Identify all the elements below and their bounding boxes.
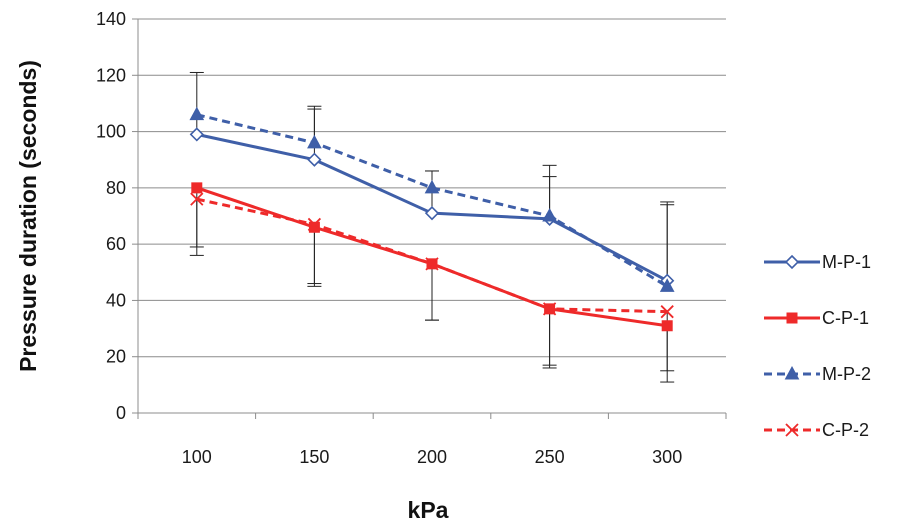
y-tick-label-140: 140 (96, 9, 126, 29)
point-C-P-2-150 (307, 217, 322, 232)
legend-label-C-P-1: C-P-1 (822, 308, 869, 328)
point-C-P-1-150 (308, 221, 320, 233)
y-tick-label-80: 80 (106, 178, 126, 198)
point-C-P-2-100 (190, 192, 204, 206)
point-M-P-1-150 (307, 152, 322, 167)
point-M-P-2-250 (542, 207, 557, 222)
y-tick-label-100: 100 (96, 122, 126, 142)
y-tick-label-20: 20 (106, 347, 126, 367)
point-C-P-2-300 (660, 305, 674, 319)
y-tick-label-0: 0 (116, 403, 126, 423)
x-tick-label-100: 100 (182, 447, 212, 467)
point-M-P-1-200 (424, 206, 440, 221)
point-M-P-2-150 (307, 134, 322, 149)
gridlines (138, 18, 726, 358)
x-tick-label-200: 200 (417, 447, 447, 467)
point-C-P-2-250 (542, 302, 557, 316)
y-tick-label-120: 120 (96, 65, 126, 85)
series-line-C-P-2 (196, 197, 668, 314)
error-bars (189, 71, 675, 383)
y-axis-title: Pressure duration (seconds) (15, 60, 41, 372)
legend-label-M-P-2: M-P-2 (822, 364, 871, 384)
x-tick-label-250: 250 (535, 447, 565, 467)
point-M-P-2-200 (424, 179, 440, 194)
x-tick-label-300: 300 (652, 447, 682, 467)
point-M-P-1-100 (189, 127, 204, 142)
legend-label-C-P-2: C-P-2 (822, 420, 869, 440)
legend-marker-C-P-2 (785, 423, 799, 437)
axes (132, 18, 727, 419)
y-tick-label-40: 40 (106, 290, 126, 310)
x-tick-label-150: 150 (299, 447, 329, 467)
legend-marker-C-P-1 (786, 312, 798, 324)
point-M-P-2-300 (659, 278, 675, 292)
legend-marker-M-P-2 (784, 365, 800, 380)
legend-marker-M-P-1 (784, 254, 800, 270)
point-M-P-2-100 (189, 106, 205, 121)
x-axis-title: kPa (408, 497, 449, 523)
legend: M-P-1 C-P-1 M-P-2 C-P-2 (764, 252, 871, 440)
point-C-P-1-100 (191, 182, 203, 194)
series-line-M-P-2 (196, 113, 668, 288)
point-C-P-2-200 (425, 257, 439, 271)
point-C-P-1-300 (661, 320, 673, 332)
legend-label-M-P-1: M-P-1 (822, 252, 871, 272)
y-tick-label-60: 60 (106, 234, 126, 254)
series-markers (189, 106, 675, 332)
tick-labels: 0 20 40 60 80 100 120 140 100 150 200 250 300 (96, 9, 682, 467)
